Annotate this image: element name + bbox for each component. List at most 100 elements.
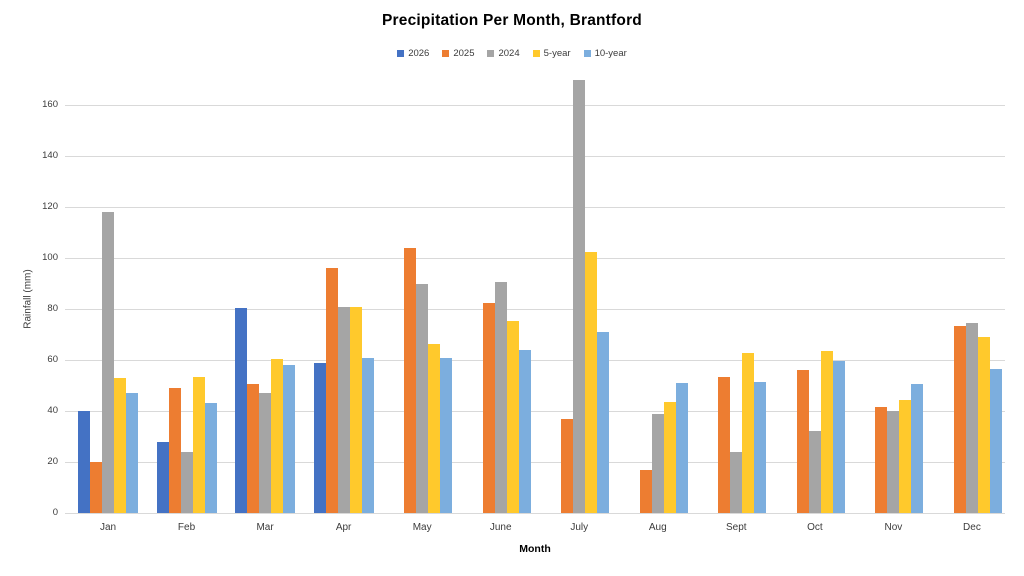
legend-item-2025: 2025 <box>442 48 474 59</box>
y-axis-title: Rainfall (mm) <box>22 269 34 329</box>
bar-10-year-Dec <box>989 369 1002 513</box>
legend-item-10-year: 10-year <box>583 48 627 59</box>
plot-area <box>65 79 1005 514</box>
bar-2024-July <box>573 79 586 513</box>
bar-10-year-Apr <box>361 357 374 513</box>
bar-5-year-Mar <box>271 358 284 513</box>
gridline-y120 <box>65 206 1005 208</box>
x-tick-label-Feb: Feb <box>177 522 196 533</box>
bar-2024-Mar <box>259 393 272 513</box>
bar-10-year-Jan <box>126 393 138 513</box>
gridline-y160 <box>65 104 1005 106</box>
gridline-y140 <box>65 155 1005 157</box>
bar-5-year-May <box>428 343 441 513</box>
bar-10-year-July <box>597 332 610 513</box>
bar-5-year-Oct <box>820 351 833 513</box>
bar-10-year-Mar <box>283 365 296 513</box>
gridline-y0 <box>65 512 1005 514</box>
x-tick-label-Aug: Aug <box>648 522 667 533</box>
bar-5-year-Feb <box>192 376 205 513</box>
x-tick-label-July: July <box>570 522 589 533</box>
chart-legend: 2026 2025 2024 5-year 10-year <box>0 48 1024 59</box>
bar-10-year-June <box>518 349 531 513</box>
bar-2024-Feb <box>180 451 193 513</box>
legend-label: 2024 <box>498 48 520 59</box>
bar-2024-Dec <box>965 323 978 513</box>
y-tick-label-60: 60 <box>47 354 58 366</box>
bar-10-year-Feb <box>204 403 217 513</box>
gridline-y60 <box>65 359 1005 361</box>
bar-2024-June <box>494 282 507 513</box>
bar-2024-Nov <box>887 411 900 513</box>
x-tick-label-Mar: Mar <box>256 522 274 533</box>
y-tick-label-0: 0 <box>52 507 58 518</box>
legend-swatch-icon <box>487 50 495 57</box>
y-tick-label-40: 40 <box>47 405 58 417</box>
bar-2025-Apr <box>325 268 338 513</box>
bar-10-year-Aug <box>675 383 688 513</box>
gridline-y40 <box>65 410 1005 412</box>
bar-5-year-Nov <box>899 399 912 513</box>
legend-swatch-icon <box>442 50 450 57</box>
x-tick-label-May: May <box>412 522 432 533</box>
bar-2025-July <box>561 418 574 513</box>
bar-2024-May <box>416 283 429 513</box>
x-tick-label-Jan: Jan <box>99 522 117 533</box>
bar-2025-Jan <box>90 462 102 513</box>
bar-5-year-Aug <box>663 402 676 513</box>
legend-swatch-icon <box>532 50 540 57</box>
bar-2026-Feb <box>156 441 169 513</box>
y-tick-label-140: 140 <box>42 150 58 162</box>
bar-2025-Mar <box>247 384 260 513</box>
bar-2026-Apr <box>313 362 326 513</box>
bar-2024-Apr <box>337 306 350 513</box>
y-tick-label-120: 120 <box>42 201 58 213</box>
bar-10-year-Nov <box>911 384 924 513</box>
x-tick-label-Oct: Oct <box>807 522 823 533</box>
bar-2026-Mar <box>235 307 248 513</box>
bar-5-year-Sept <box>742 352 755 513</box>
legend-swatch-icon <box>397 50 405 57</box>
bar-2024-Oct <box>808 431 821 513</box>
bar-5-year-Jan <box>114 377 126 513</box>
legend-swatch-icon <box>583 50 591 57</box>
bar-2025-Dec <box>953 325 966 513</box>
bar-5-year-Apr <box>349 306 362 513</box>
legend-label: 5-year <box>543 48 571 59</box>
legend-item-2026: 2026 <box>397 48 429 59</box>
legend-label: 10-year <box>594 48 627 59</box>
bar-10-year-May <box>440 357 453 513</box>
x-tick-label-Dec: Dec <box>963 522 981 533</box>
bar-2024-Sept <box>730 451 743 513</box>
bar-5-year-June <box>506 320 519 513</box>
bar-2025-May <box>404 248 417 513</box>
legend-label: 2026 <box>408 48 430 59</box>
y-tick-label-80: 80 <box>47 303 58 315</box>
gridline-y100 <box>65 257 1005 259</box>
x-tick-label-Apr: Apr <box>335 522 352 533</box>
y-tick-label-160: 160 <box>42 99 58 111</box>
bar-5-year-July <box>585 251 598 513</box>
bar-2025-Oct <box>796 370 809 513</box>
x-axis-title: Month <box>519 543 551 555</box>
x-tick-label-Sept: Sept <box>726 522 747 533</box>
y-tick-label-20: 20 <box>47 456 58 468</box>
bar-10-year-Oct <box>832 361 845 513</box>
bar-5-year-Dec <box>977 337 990 513</box>
gridline-y80 <box>65 308 1005 310</box>
bar-2025-Sept <box>718 376 731 513</box>
bar-2026-Jan <box>78 411 90 513</box>
chart-title: Precipitation Per Month, Brantford <box>382 12 642 29</box>
legend-label: 2025 <box>453 48 475 59</box>
legend-item-5-year: 5-year <box>532 48 571 59</box>
bar-10-year-Sept <box>754 381 767 513</box>
x-tick-label-Nov: Nov <box>884 522 903 533</box>
x-tick-label-June: June <box>489 522 512 533</box>
bar-2025-June <box>482 302 495 513</box>
bar-2025-Aug <box>639 469 652 513</box>
y-tick-label-100: 100 <box>42 252 58 264</box>
legend-item-2024: 2024 <box>487 48 520 59</box>
bar-2025-Nov <box>875 407 888 513</box>
bar-2024-Aug <box>651 413 664 513</box>
